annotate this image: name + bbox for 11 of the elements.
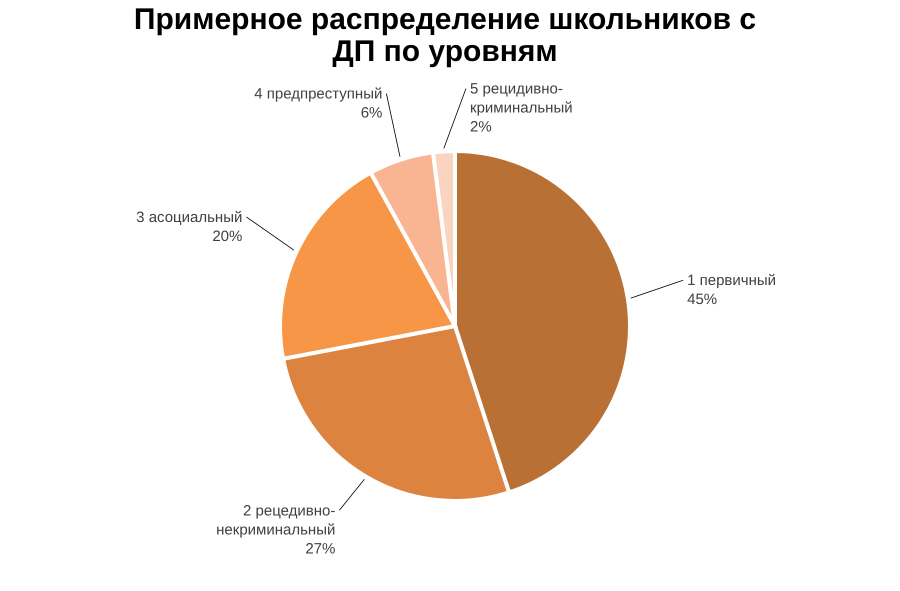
slice-label: 4 предпреступный <box>254 86 382 102</box>
data-label: 45% <box>687 291 718 308</box>
data-label: 2% <box>470 118 492 136</box>
slice-label: 1 первичный <box>687 272 776 290</box>
chart-title: Примерное распределение школьников с ДП по уровням <box>134 3 756 68</box>
slice-label: 2 рецедивно-некриминальный <box>216 502 336 538</box>
data-label: 6% <box>360 104 382 122</box>
slice-label: 3 асоциальный <box>136 208 242 226</box>
slice-label: 5 рецидивно-криминальный <box>470 80 573 116</box>
data-label: 20% <box>212 228 242 245</box>
data-label: 27% <box>305 540 336 558</box>
